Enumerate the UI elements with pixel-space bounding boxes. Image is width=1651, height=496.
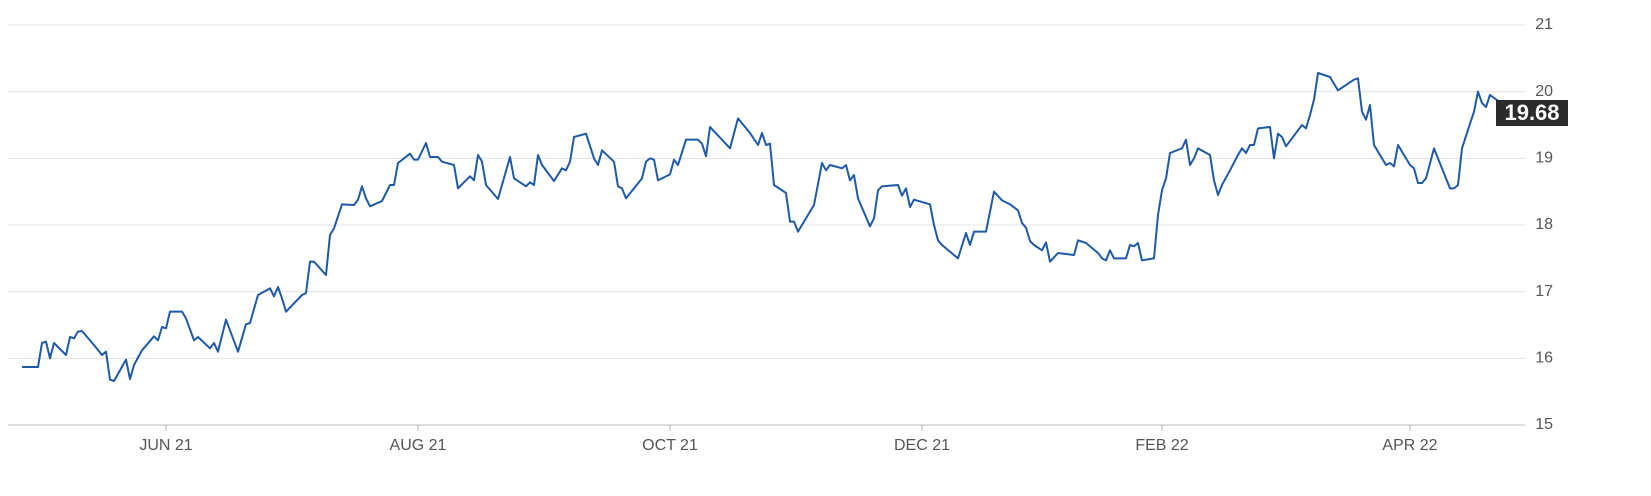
last-value-badge [1496,100,1568,126]
y-tick-label: 18 [1535,216,1553,233]
y-tick-label: 16 [1535,350,1553,367]
x-tick-label: APR 22 [1382,437,1437,454]
last-value-label: 19.68 [1504,100,1559,125]
y-tick-label: 19 [1535,150,1553,167]
y-tick-label: 20 [1535,83,1553,100]
x-tick-label: FEB 22 [1135,437,1188,454]
x-tick-label: OCT 21 [642,437,698,454]
x-tick-label: AUG 21 [390,437,447,454]
x-tick-label: DEC 21 [894,437,950,454]
y-tick-label: 21 [1535,16,1553,33]
y-tick-label: 17 [1535,283,1553,300]
y-tick-label: 15 [1535,416,1553,433]
price-line [22,72,1511,382]
x-tick-label: JUN 21 [139,437,192,454]
